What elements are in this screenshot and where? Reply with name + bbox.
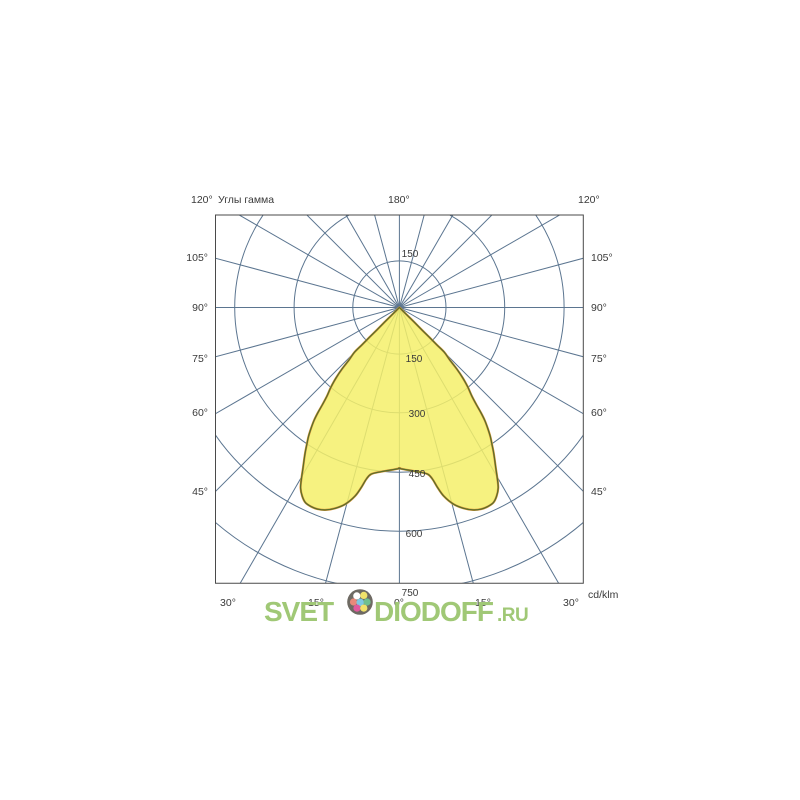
svg-text:DIODOFF: DIODOFF bbox=[374, 596, 494, 627]
svg-text:105°: 105° bbox=[591, 252, 613, 264]
svg-text:30°: 30° bbox=[563, 597, 579, 609]
svg-text:SVET: SVET bbox=[264, 596, 334, 627]
svg-text:120°: 120° bbox=[191, 194, 213, 206]
svg-text:30°: 30° bbox=[220, 597, 236, 609]
svg-text:600: 600 bbox=[406, 529, 423, 540]
svg-text:150: 150 bbox=[402, 249, 419, 260]
svg-text:150: 150 bbox=[406, 354, 423, 365]
svg-text:60°: 60° bbox=[192, 407, 208, 419]
svg-text:Углы гамма: Углы гамма bbox=[218, 194, 274, 206]
svg-text:300: 300 bbox=[409, 409, 426, 420]
svg-text:180°: 180° bbox=[388, 194, 410, 206]
svg-text:450: 450 bbox=[409, 469, 426, 480]
svg-text:.RU: .RU bbox=[497, 605, 528, 626]
svg-text:120°: 120° bbox=[578, 194, 600, 206]
svg-text:90°: 90° bbox=[192, 302, 208, 314]
svg-text:45°: 45° bbox=[192, 486, 208, 498]
svg-text:75°: 75° bbox=[591, 353, 607, 365]
svg-text:90°: 90° bbox=[591, 302, 607, 314]
svg-text:60°: 60° bbox=[591, 407, 607, 419]
svg-text:75°: 75° bbox=[192, 353, 208, 365]
svg-text:cd/klm: cd/klm bbox=[588, 589, 619, 601]
svg-text:45°: 45° bbox=[591, 486, 607, 498]
svg-text:105°: 105° bbox=[186, 252, 208, 264]
